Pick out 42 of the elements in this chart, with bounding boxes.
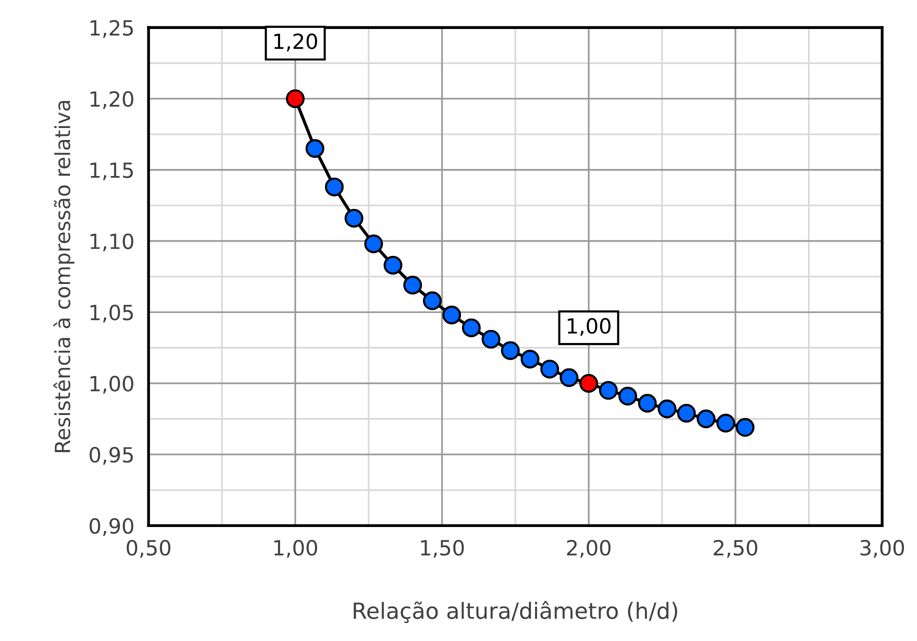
- annotation: 1,20: [274, 33, 318, 52]
- point: [598, 381, 618, 400]
- point: [306, 139, 324, 158]
- point: [442, 306, 462, 324]
- point: [384, 256, 402, 275]
- point: [520, 350, 540, 369]
- x-tick-label: 2,50: [714, 540, 758, 558]
- point: [462, 318, 481, 338]
- x-tick-label: 0,50: [126, 540, 170, 558]
- point: [324, 178, 344, 196]
- point: [286, 89, 305, 108]
- point: [422, 291, 442, 310]
- point: [364, 234, 383, 254]
- annotation: 1,00: [568, 318, 611, 336]
- x-tick-label: 1,50: [421, 540, 464, 558]
- point: [716, 414, 736, 433]
- y-tick-label: 0,95: [90, 446, 133, 465]
- y-tick-label: 1,10: [90, 233, 134, 252]
- point: [736, 418, 754, 437]
- point: [579, 374, 598, 393]
- y-tick-label: 1,25: [90, 20, 133, 38]
- y-tick-label: 1,05: [90, 304, 133, 323]
- point: [696, 410, 716, 428]
- point: [560, 368, 578, 388]
- point: [482, 330, 500, 349]
- x-axis-title: Relação altura/diâmetro (h/d): [354, 601, 678, 624]
- y-tick-label: 0,90: [90, 518, 134, 536]
- x-tick-label: 3,00: [860, 540, 904, 558]
- point: [500, 341, 520, 360]
- y-tick-label: 1,00: [90, 376, 134, 394]
- point: [540, 360, 560, 378]
- point: [638, 394, 657, 413]
- y-axis-title: Resistência à compressão relativa: [53, 100, 74, 452]
- point: [618, 386, 638, 406]
- x-tick-label: 2,00: [567, 540, 611, 558]
- y-tick-label: 1,15: [90, 162, 133, 180]
- point: [344, 208, 364, 228]
- point: [658, 400, 676, 418]
- point: [677, 404, 696, 423]
- y-tick-label: 1,20: [90, 91, 134, 110]
- point: [403, 276, 422, 295]
- x-tick-label: 1,00: [274, 540, 318, 558]
